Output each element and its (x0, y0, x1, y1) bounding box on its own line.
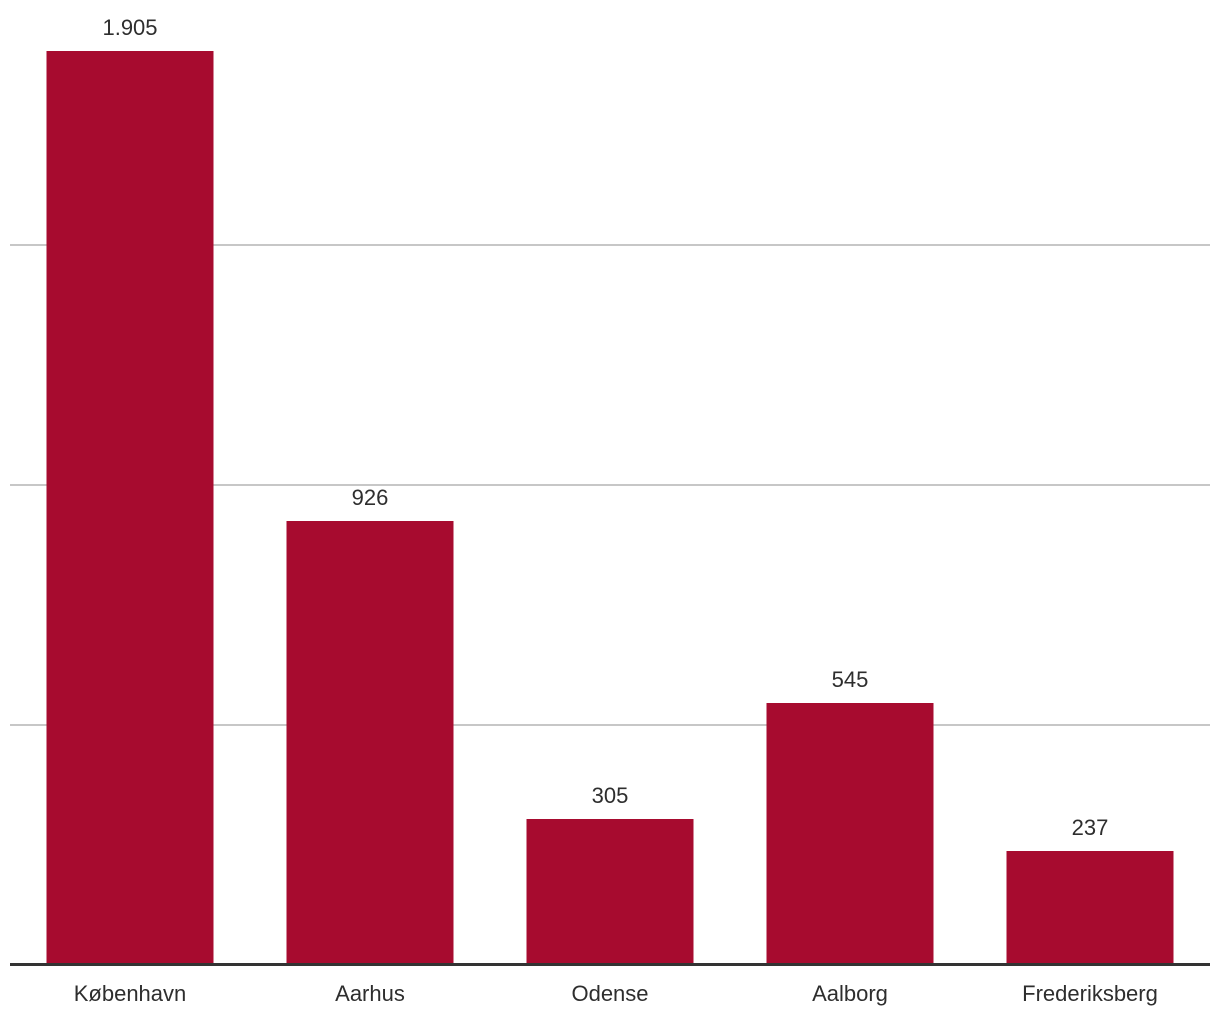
bar-slot-odense: 305 Odense (490, 5, 730, 1006)
x-axis-line (10, 963, 1210, 966)
x-axis-label: Frederiksberg (1022, 981, 1158, 1006)
bar-aarhus (286, 520, 454, 965)
bar-aalborg (766, 703, 934, 965)
x-axis-label: Odense (571, 981, 649, 1006)
bar-value-label: 545 (831, 667, 869, 693)
gridline-500 (10, 724, 1210, 726)
x-axis-label: København (73, 981, 187, 1006)
bar-slot-aalborg: 545 Aalborg (730, 5, 970, 1006)
bar-frederiksberg (1006, 851, 1174, 965)
bar-slot-frederiksberg: 237 Frederiksberg (970, 5, 1210, 1006)
bar-value-label: 1.905 (102, 14, 158, 40)
x-axis-label: Aalborg (812, 981, 888, 1006)
gridline-1000 (10, 484, 1210, 486)
plot-area: 1.905 København 926 Aarhus 305 Odense 545 Aalbo… (10, 5, 1210, 1006)
bar-value-label: 237 (1071, 815, 1109, 841)
x-axis-label: Aarhus (335, 981, 405, 1006)
bar-slot-aarhus: 926 Aarhus (250, 5, 490, 1006)
bar-value-label: 926 (351, 484, 389, 510)
bar-value-label: 305 (591, 782, 629, 808)
bar-slot-københavn: 1.905 København (10, 5, 250, 1006)
bar-odense (526, 818, 694, 965)
bar-københavn (46, 50, 214, 965)
gridline-1500 (10, 244, 1210, 246)
